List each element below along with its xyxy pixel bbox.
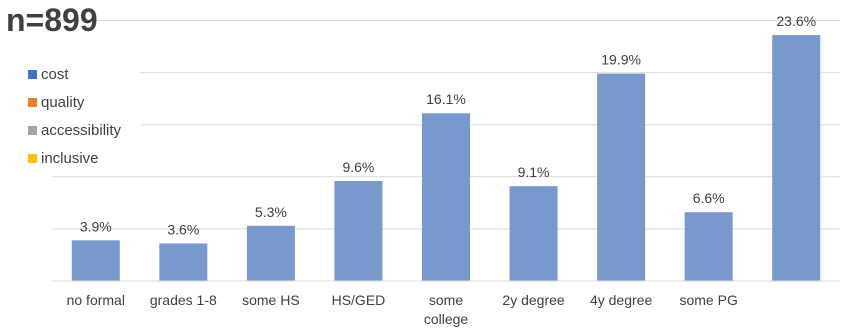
legend-swatch-cost — [28, 69, 37, 79]
data-label: 9.1% — [518, 164, 550, 180]
legend: cost quality accessibility inclusive — [18, 58, 140, 176]
x-tick-label: 2y degree — [502, 292, 564, 308]
legend-swatch-quality — [28, 97, 37, 107]
data-label: 16.1% — [426, 91, 466, 107]
sample-size-label: n=899 — [6, 2, 98, 38]
data-label: 5.3% — [255, 204, 287, 220]
data-label: 9.6% — [342, 159, 374, 175]
x-tick-label: no formal — [67, 292, 125, 308]
x-tick-label: 4y degree — [590, 292, 652, 308]
legend-swatch-inclusive — [28, 153, 37, 163]
x-tick-label: grades 1-8 — [150, 292, 217, 308]
bar — [597, 73, 646, 281]
bar — [159, 243, 208, 281]
bar — [334, 180, 383, 281]
data-label: 3.9% — [80, 218, 112, 234]
legend-label-inclusive: inclusive — [41, 149, 99, 167]
bar — [509, 186, 558, 281]
x-tick-label: college — [424, 311, 469, 327]
data-label: 23.6% — [776, 13, 816, 29]
legend-label-accessibility: accessibility — [41, 121, 122, 139]
legend-label-quality: quality — [41, 93, 85, 111]
data-labels: 3.9% 3.6% 5.3% 9.6% 16.1% 9.1% 19.9% 6.6% 23.6% — [80, 13, 816, 237]
bar — [246, 225, 295, 281]
bars — [71, 35, 821, 282]
x-tick-label: some — [429, 292, 463, 308]
data-label: 3.6% — [167, 221, 199, 237]
data-label: 6.6% — [693, 190, 725, 206]
legend-item-quality: quality — [28, 92, 84, 112]
legend-item-accessibility: accessibility — [28, 120, 121, 140]
bar — [772, 35, 821, 282]
legend-swatch-accessibility — [28, 125, 37, 135]
x-tick-labels: no formal grades 1-8 some HS HS/GED some coll… — [67, 292, 738, 327]
legend-item-cost: cost — [28, 64, 69, 84]
data-label: 19.9% — [601, 52, 641, 68]
x-tick-label: some PG — [679, 292, 737, 308]
bar — [422, 113, 470, 281]
legend-item-inclusive: inclusive — [28, 148, 99, 168]
x-tick-label: HS/GED — [332, 292, 386, 308]
bar — [71, 240, 120, 281]
legend-label-cost: cost — [41, 65, 69, 83]
bar — [684, 212, 733, 281]
x-tick-label: some HS — [242, 292, 300, 308]
